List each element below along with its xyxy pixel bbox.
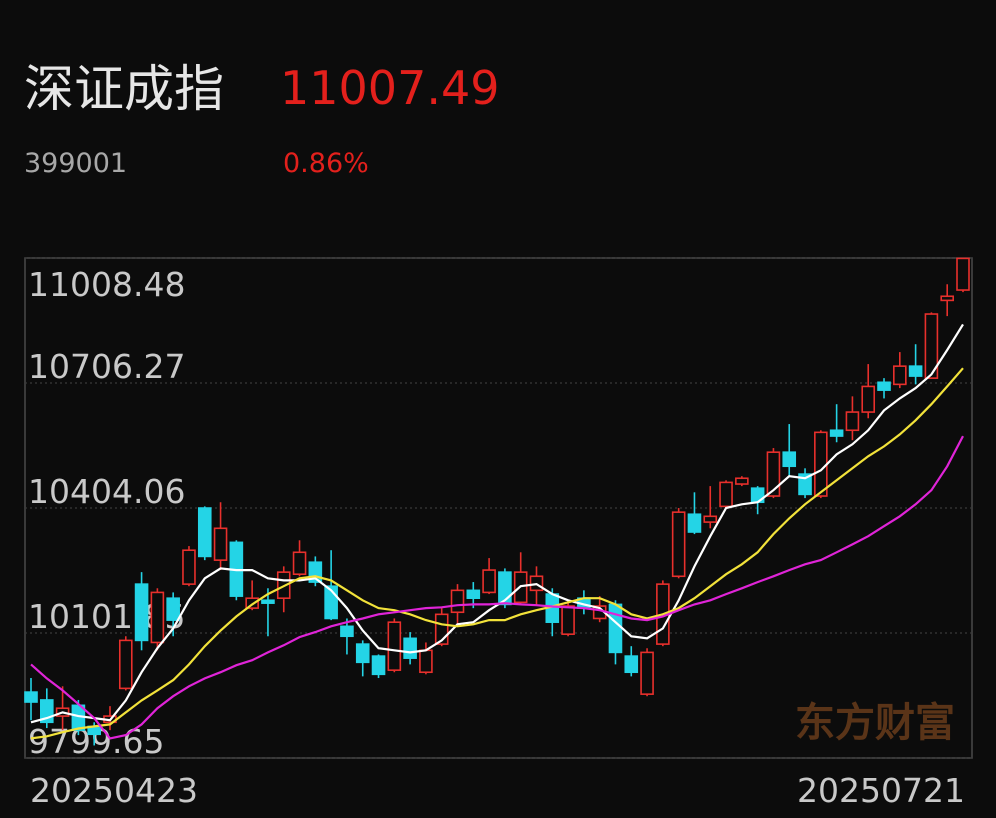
candle-body bbox=[877, 381, 891, 391]
candle-body bbox=[703, 515, 718, 523]
candle-body bbox=[292, 551, 307, 576]
candle-body bbox=[419, 649, 433, 674]
candle-body bbox=[340, 625, 354, 638]
candle-body bbox=[766, 451, 781, 497]
candle-body bbox=[924, 313, 939, 379]
candle-body bbox=[355, 643, 370, 664]
y-tick-label: 10404.06 bbox=[28, 472, 185, 511]
candle-body bbox=[150, 591, 165, 644]
moving-average-line bbox=[30, 435, 964, 740]
candle-body bbox=[387, 621, 402, 671]
candle-body bbox=[829, 429, 844, 437]
candle-body bbox=[166, 597, 180, 621]
index-price: 11007.49 bbox=[280, 61, 500, 115]
candle-body bbox=[403, 637, 417, 659]
candle-body bbox=[24, 691, 38, 703]
watermark: 东方财富 bbox=[795, 699, 955, 746]
y-tick-label: 10706.27 bbox=[28, 347, 185, 386]
candle-body bbox=[482, 569, 496, 594]
candle-body bbox=[845, 411, 860, 432]
candle-body bbox=[908, 365, 923, 377]
candle-body bbox=[687, 513, 702, 533]
candle-body bbox=[371, 655, 386, 676]
moving-average-line bbox=[30, 323, 964, 724]
index-code: 399001 bbox=[24, 148, 127, 179]
x-tick-label: 20250423 bbox=[30, 771, 198, 810]
candle-body bbox=[213, 527, 228, 561]
candle-body bbox=[956, 257, 970, 291]
candle-body bbox=[671, 511, 686, 578]
candle-body bbox=[182, 549, 196, 585]
candle-body bbox=[134, 583, 149, 642]
candle-body bbox=[893, 365, 907, 386]
candle-body bbox=[608, 603, 623, 654]
candle-body bbox=[561, 605, 575, 635]
candle-body bbox=[719, 481, 733, 508]
index-change: 0.86% bbox=[283, 148, 369, 179]
moving-average-line bbox=[30, 367, 964, 740]
x-tick-label: 20250721 bbox=[797, 771, 965, 810]
candle-body bbox=[782, 451, 797, 468]
candle-body bbox=[197, 507, 212, 558]
candle-body bbox=[940, 295, 955, 302]
candle-body bbox=[466, 589, 481, 599]
candle-body bbox=[450, 589, 465, 614]
candle-body bbox=[798, 473, 812, 496]
candle-body bbox=[640, 651, 654, 695]
candle-body bbox=[814, 431, 828, 497]
candle-body bbox=[861, 385, 876, 413]
index-name: 深证成指 bbox=[24, 60, 224, 118]
candle-body bbox=[624, 655, 639, 674]
candle-body bbox=[118, 639, 133, 690]
candle-body bbox=[261, 599, 275, 604]
y-tick-label: 11008.48 bbox=[28, 265, 185, 304]
candle-body bbox=[735, 477, 749, 485]
chart: 东方财富11008.4810706.2710404.0610101.859799… bbox=[24, 257, 972, 810]
